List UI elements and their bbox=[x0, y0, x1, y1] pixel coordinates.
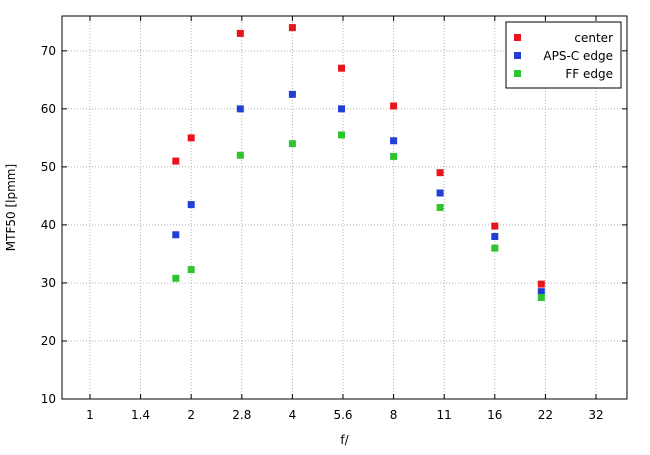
point-series-1 bbox=[288, 90, 296, 98]
y-tick-label: 40 bbox=[41, 218, 56, 232]
x-tick-label: 5.6 bbox=[333, 408, 352, 422]
point-series-0 bbox=[288, 24, 296, 32]
point-series-2 bbox=[436, 204, 444, 211]
y-tick-label: 10 bbox=[41, 392, 56, 406]
x-tick-label: 22 bbox=[538, 408, 553, 422]
x-tick-label: 1.4 bbox=[131, 408, 150, 422]
point-series-0 bbox=[172, 157, 180, 165]
point-series-0 bbox=[537, 280, 545, 288]
legend-swatch bbox=[514, 34, 521, 41]
point-series-1 bbox=[187, 201, 195, 209]
point-series-0 bbox=[491, 222, 499, 230]
x-tick-label: 2 bbox=[187, 408, 195, 422]
point-series-2 bbox=[491, 244, 499, 252]
point-series-0 bbox=[390, 102, 398, 110]
point-series-1 bbox=[390, 137, 398, 145]
x-axis: 1 1.4 2 2.8 4 5.6 8 11 16 22 32 bbox=[86, 16, 604, 422]
x-tick-label: 16 bbox=[487, 408, 502, 422]
x-tick-label: 2.8 bbox=[232, 408, 251, 422]
legend: center APS-C edge FF edge bbox=[505, 21, 622, 89]
x-tick-label: 32 bbox=[588, 408, 603, 422]
plot-frame bbox=[61, 15, 628, 400]
y-tick-label: 70 bbox=[41, 44, 56, 58]
point-series-2 bbox=[172, 274, 180, 282]
legend-entry: APS-C edge bbox=[543, 49, 613, 63]
point-series-2 bbox=[187, 266, 195, 274]
x-tick-label: 1 bbox=[86, 408, 94, 422]
y-tick-label: 60 bbox=[41, 102, 56, 116]
legend-box bbox=[505, 21, 622, 89]
x-tick-label: 11 bbox=[437, 408, 452, 422]
point-series-2 bbox=[338, 131, 346, 139]
point-series-1 bbox=[436, 189, 444, 197]
point-series-2 bbox=[288, 140, 296, 148]
point-series-1 bbox=[491, 233, 499, 241]
point-series-1 bbox=[537, 288, 545, 296]
y-axis: 10 20 30 40 50 60 70 bbox=[41, 44, 627, 406]
point-series-1 bbox=[338, 105, 346, 113]
data-points bbox=[172, 24, 545, 301]
legend-swatch bbox=[514, 52, 521, 59]
legend-swatch bbox=[514, 70, 521, 77]
legend-entry: FF edge bbox=[565, 67, 613, 81]
point-series-2 bbox=[236, 151, 244, 159]
legend-entry: center bbox=[574, 31, 613, 45]
point-series-1 bbox=[172, 231, 180, 239]
y-tick-label: 20 bbox=[41, 334, 56, 348]
point-series-1 bbox=[236, 105, 244, 113]
point-series-0 bbox=[187, 134, 195, 142]
x-axis-label: f/ bbox=[340, 433, 349, 447]
y-tick-label: 30 bbox=[41, 276, 56, 290]
y-tick-label: 50 bbox=[41, 160, 56, 174]
point-series-0 bbox=[338, 64, 346, 72]
y-axis-label: MTF50 [lpmm] bbox=[4, 164, 18, 251]
point-series-2 bbox=[537, 293, 545, 301]
point-series-0 bbox=[436, 169, 444, 177]
point-series-2 bbox=[390, 152, 398, 160]
x-tick-label: 8 bbox=[390, 408, 398, 422]
x-tick-label: 4 bbox=[289, 408, 297, 422]
point-series-0 bbox=[236, 29, 244, 37]
